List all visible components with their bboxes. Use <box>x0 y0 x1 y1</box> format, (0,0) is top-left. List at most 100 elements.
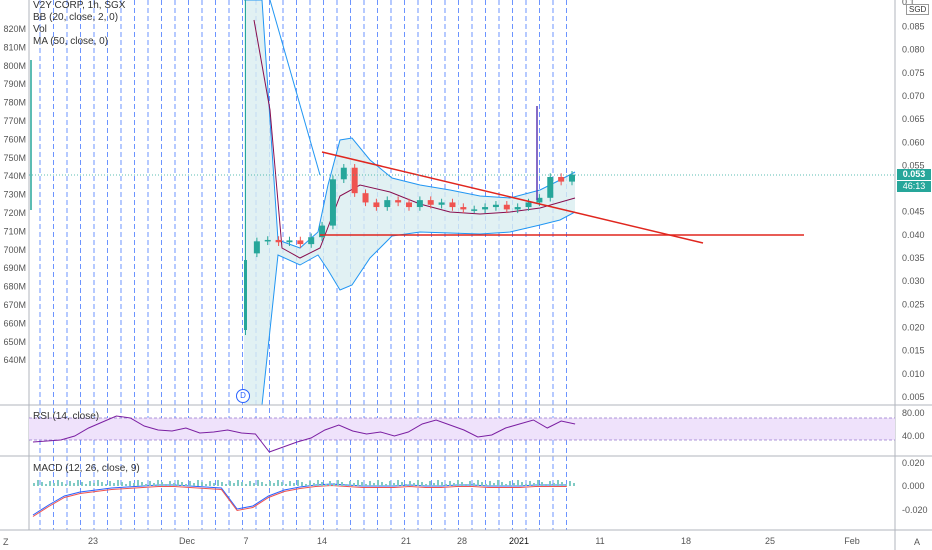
macd-histogram-bar <box>177 480 179 486</box>
macd-histogram-bar <box>233 483 235 486</box>
macd-histogram-bar <box>85 484 87 486</box>
macd-histogram-bar <box>37 480 39 486</box>
price-tick-label: 0.070 <box>902 91 925 101</box>
volume-tick-label: 700M <box>3 245 26 255</box>
price-tick-label: 0.080 <box>902 45 925 55</box>
macd-histogram-bar <box>209 481 211 486</box>
macd-histogram-bar <box>489 481 491 486</box>
time-tick-label: 18 <box>681 536 691 546</box>
macd-histogram-bar <box>101 482 103 486</box>
trendlines[interactable] <box>320 151 804 244</box>
macd-histogram-bar <box>345 484 347 486</box>
macd-histogram-bar <box>545 484 547 486</box>
macd-histogram-bar <box>377 480 379 486</box>
macd-histogram-bar <box>481 482 483 486</box>
candle-body <box>503 204 510 210</box>
macd-histogram-bar <box>529 481 531 486</box>
macd-histogram-bar <box>173 483 175 486</box>
macd-histogram-bar <box>217 480 219 486</box>
macd-histogram-bar <box>453 483 455 486</box>
macd-histogram-bar <box>521 482 523 486</box>
macd-histogram-bar <box>341 482 343 486</box>
candle-body <box>253 241 260 254</box>
candle-body <box>492 204 499 208</box>
volume-tick-label: 690M <box>3 263 26 273</box>
macd-histogram-bar <box>53 483 55 486</box>
macd-tick-label: -0.020 <box>902 505 928 515</box>
price-tick-label: 0.055 <box>902 160 925 170</box>
macd-histogram-bar <box>113 483 115 486</box>
macd-histogram-bar <box>289 481 291 486</box>
dividend-marker[interactable]: D <box>236 389 250 403</box>
macd-histogram-bar <box>61 482 63 486</box>
macd-histogram-bar <box>281 482 283 486</box>
macd-histogram-bar <box>265 484 267 486</box>
bb-upper <box>244 0 576 249</box>
session-lines <box>39 0 567 530</box>
macd-histogram-bar <box>565 484 567 486</box>
macd-histogram-bar <box>401 482 403 486</box>
bb-upper-extension <box>269 0 321 176</box>
price-tick-label: 0.020 <box>902 322 925 332</box>
macd-histogram-bar <box>497 480 499 486</box>
macd-histogram-bar <box>153 483 155 486</box>
macd-histogram-bar <box>369 481 371 486</box>
macd-histogram-bar <box>137 480 139 486</box>
volume-tick-label: 720M <box>3 208 26 218</box>
macd-histogram-bar <box>213 483 215 486</box>
macd-histogram-bar <box>349 481 351 486</box>
symbol-title[interactable]: V2Y CORP, 1h, SGX <box>33 0 126 11</box>
time-tick-label: 14 <box>317 536 327 546</box>
candle-body <box>384 200 391 208</box>
ma-indicator-label[interactable]: MA (50, close, 0) <box>33 36 109 47</box>
macd-histogram-bar <box>41 482 43 486</box>
macd-histogram-bar <box>357 480 359 486</box>
volume-indicator-label[interactable]: Vol <box>33 24 47 35</box>
macd-histogram-bar <box>89 481 91 486</box>
rsi-label[interactable]: RSI (14, close) <box>33 411 100 422</box>
legend: V2Y CORP, 1h, SGX BB (20, close, 2, 0) V… <box>33 0 125 48</box>
macd-histogram-bar <box>105 484 107 486</box>
volume-tick-label: 820M <box>3 24 26 34</box>
macd-histogram-bar <box>109 481 111 486</box>
volume-tick-label: 760M <box>3 134 26 144</box>
price-tick-label: 0.005 <box>902 392 925 402</box>
macd-label[interactable]: MACD (12, 26, close, 9) <box>33 463 140 474</box>
volume-tick-label: 650M <box>3 337 26 347</box>
volume-tick-label: 800M <box>3 61 26 71</box>
macd-histogram-bar <box>301 482 303 486</box>
volume-tick-label: 790M <box>3 79 26 89</box>
macd-histogram-bar <box>273 483 275 486</box>
candle-body <box>514 207 521 210</box>
rsi-pane: 80.00 40.00 <box>29 408 925 453</box>
price-tick-label: 0.060 <box>902 137 925 147</box>
macd-histogram-bar <box>425 484 427 486</box>
rsi-tick-label: 80.00 <box>902 408 925 418</box>
macd-histogram-bar <box>321 482 323 486</box>
macd-histogram-bar <box>129 481 131 486</box>
macd-histogram-bar <box>133 483 135 486</box>
auto-scale-toggle[interactable]: A <box>914 537 921 547</box>
macd-histogram-bar <box>193 483 195 486</box>
price-tick-label: 0.040 <box>902 230 925 240</box>
macd-histogram-bar <box>405 484 407 486</box>
volume-tick-label: 750M <box>3 153 26 163</box>
macd-histogram-bar <box>125 484 127 486</box>
candle-body <box>460 207 467 210</box>
macd-histogram-bar <box>297 480 299 486</box>
macd-tick-label: 0.020 <box>902 458 925 468</box>
descending-trendline <box>321 151 704 244</box>
signal-line <box>32 484 567 517</box>
zoom-toggle[interactable]: Z <box>3 537 9 547</box>
macd-histogram-bar <box>465 484 467 486</box>
macd-histogram-bar <box>461 482 463 486</box>
volume-tick-label: 680M <box>3 282 26 292</box>
macd-histogram-bar <box>329 481 331 486</box>
bb-indicator-label[interactable]: BB (20, close, 2, 0) <box>33 12 119 23</box>
candle-body <box>264 239 271 242</box>
macd-histogram-bar <box>245 484 247 486</box>
volume-tick-label: 730M <box>3 190 26 200</box>
time-tick-label: 7 <box>243 536 248 546</box>
macd-histogram-bar <box>201 482 203 486</box>
